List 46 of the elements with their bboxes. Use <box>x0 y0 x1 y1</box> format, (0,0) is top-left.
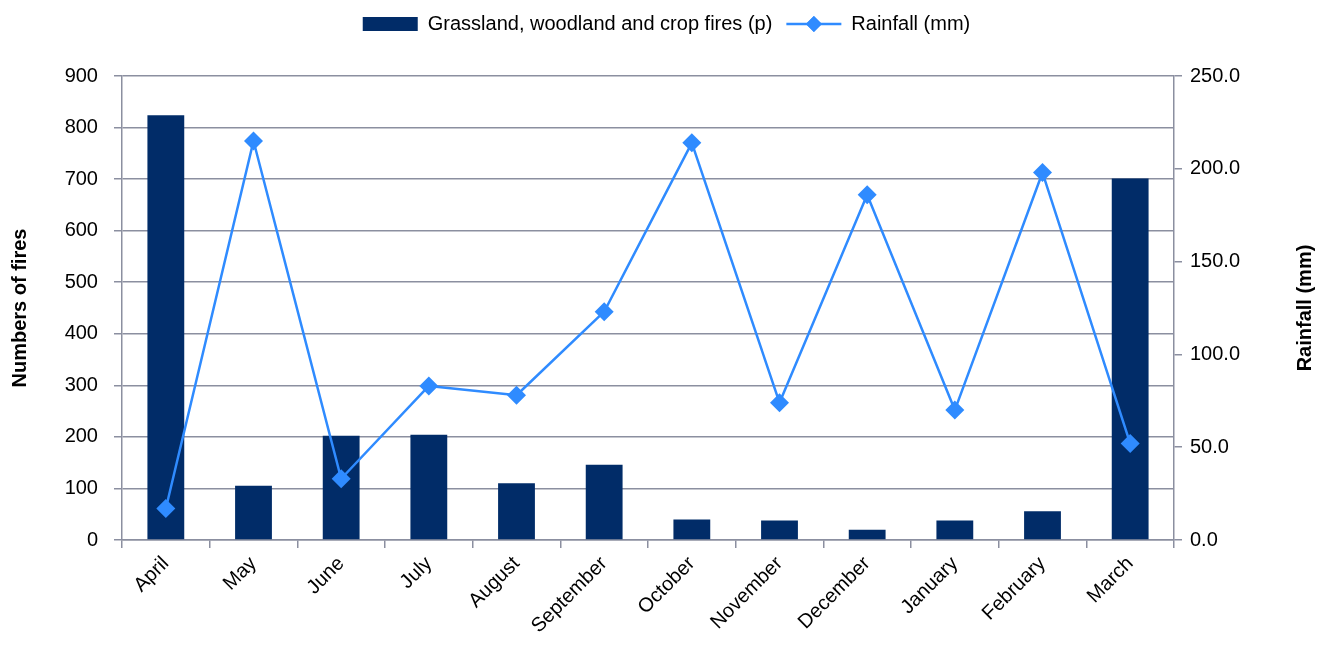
point <box>1033 163 1052 183</box>
point <box>945 400 965 420</box>
bar <box>673 519 711 540</box>
y-tick-label: 0 <box>86 527 98 550</box>
point <box>156 498 176 518</box>
bar <box>147 115 185 540</box>
bar <box>761 520 798 540</box>
bar <box>498 483 535 540</box>
legend-label: Grassland, woodland and crop fires (p) <box>427 11 773 34</box>
x-tick-label: July <box>394 551 436 593</box>
point <box>770 393 789 413</box>
y-tick-label: 100 <box>64 475 98 498</box>
y-tick-label: 200 <box>64 424 98 447</box>
bar <box>322 435 360 540</box>
y2-tick-label: 150.0 <box>1190 249 1241 272</box>
point <box>594 302 614 322</box>
bar <box>936 520 974 540</box>
y-tick-label: 500 <box>64 269 98 292</box>
point <box>419 376 439 396</box>
bar <box>848 529 886 540</box>
point <box>244 131 263 151</box>
bar <box>1111 178 1149 540</box>
x-tick-label: May <box>217 551 261 594</box>
y-tick-label: 800 <box>64 115 98 138</box>
bar <box>235 485 272 540</box>
point <box>857 185 877 205</box>
point <box>682 133 702 153</box>
y2-tick-label: 250.0 <box>1190 63 1241 86</box>
y-tick-label: 700 <box>64 166 98 189</box>
bar <box>585 464 623 540</box>
y2-tick-label: 100.0 <box>1190 341 1241 364</box>
bar <box>410 434 448 540</box>
y-tick-label: 600 <box>64 218 98 241</box>
y-tick-label: 300 <box>64 372 98 395</box>
point <box>331 469 351 489</box>
y-tick-label: 400 <box>64 321 98 344</box>
y-axis-title: Numbers of fires <box>7 228 30 388</box>
bar <box>1024 511 1061 540</box>
y2-axis-title: Rainfall (mm) <box>1292 244 1315 372</box>
y-tick-label: 900 <box>64 63 98 86</box>
y2-tick-label: 200.0 <box>1190 156 1241 179</box>
point <box>1120 433 1140 453</box>
legend-label: Rainfall (mm) <box>851 11 971 34</box>
y2-tick-label: 50.0 <box>1190 434 1229 457</box>
y2-tick-label: 0.0 <box>1190 527 1218 550</box>
point <box>507 385 526 405</box>
